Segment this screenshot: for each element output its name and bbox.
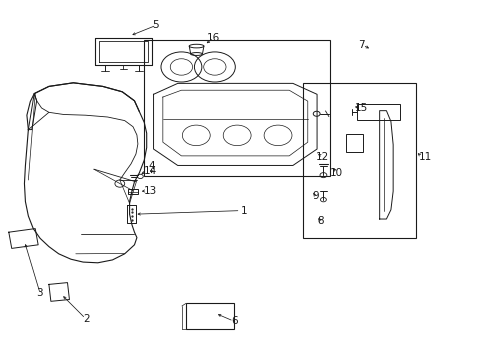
Bar bbox=[303, 83, 415, 238]
Text: 13: 13 bbox=[143, 186, 157, 196]
Text: 8: 8 bbox=[316, 216, 323, 226]
Text: 2: 2 bbox=[83, 314, 90, 324]
Text: 15: 15 bbox=[354, 103, 368, 113]
Text: 9: 9 bbox=[311, 191, 318, 201]
Text: 6: 6 bbox=[231, 316, 238, 326]
Text: 16: 16 bbox=[206, 33, 220, 43]
Text: 7: 7 bbox=[358, 40, 365, 50]
Bar bbox=[185, 303, 233, 329]
Text: 14: 14 bbox=[143, 166, 157, 176]
Bar bbox=[144, 40, 329, 176]
Text: 12: 12 bbox=[315, 152, 329, 162]
Text: 10: 10 bbox=[329, 168, 342, 178]
Text: 4: 4 bbox=[148, 161, 155, 171]
Text: 1: 1 bbox=[241, 206, 247, 216]
Bar bbox=[356, 104, 399, 120]
Text: 5: 5 bbox=[152, 20, 159, 30]
Text: 3: 3 bbox=[36, 288, 42, 298]
Bar bbox=[128, 189, 138, 194]
Bar bbox=[345, 134, 362, 153]
Text: 11: 11 bbox=[418, 152, 431, 162]
